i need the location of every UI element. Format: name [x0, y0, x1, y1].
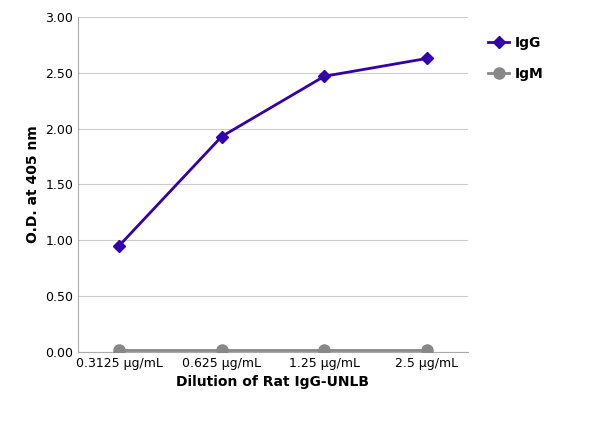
Line: IgG: IgG — [115, 54, 431, 250]
Legend: IgG, IgM: IgG, IgM — [483, 31, 549, 87]
Line: IgM: IgM — [113, 344, 433, 355]
IgM — [115, 347, 122, 352]
X-axis label: Dilution of Rat IgG-UNLB: Dilution of Rat IgG-UNLB — [176, 375, 370, 389]
IgM — [321, 347, 328, 352]
Y-axis label: O.D. at 405 nm: O.D. at 405 nm — [26, 126, 40, 243]
IgM — [424, 347, 431, 352]
IgG — [218, 134, 225, 139]
IgG — [424, 56, 431, 61]
IgM — [218, 347, 225, 352]
IgG — [115, 243, 122, 248]
IgG — [321, 74, 328, 79]
